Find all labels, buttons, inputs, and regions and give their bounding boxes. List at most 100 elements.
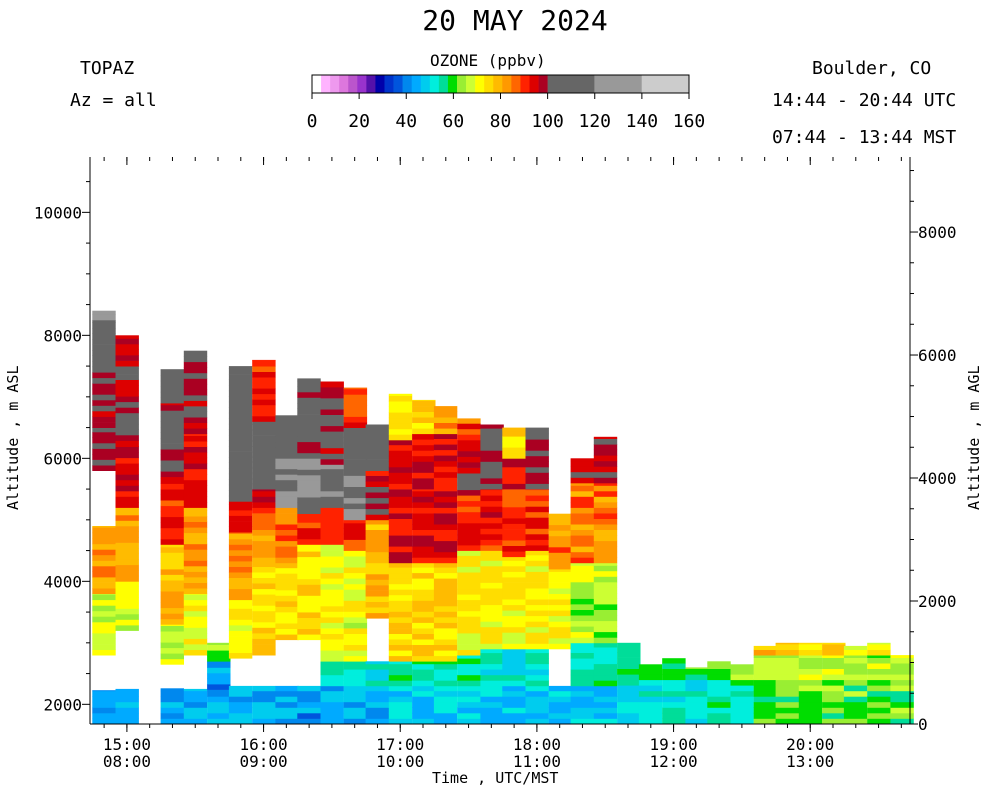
ozone-cell [365,718,389,725]
colorbar-swatch [484,75,494,93]
ozone-cell [275,685,299,692]
ozone-cell [685,674,709,681]
ozone-cell [502,452,526,459]
ozone-cell [593,485,618,492]
ozone-cell [228,490,253,497]
ozone-cell [775,712,799,719]
ozone-cell [92,320,116,323]
ozone-cell [228,599,253,604]
ozone-cell [228,479,253,486]
ozone-cell [160,718,184,725]
ozone-cell [92,355,116,362]
ozone-cell [252,599,276,606]
ozone-cell [502,518,526,524]
ozone-cell [365,431,389,438]
ozone-cell [320,578,344,585]
ozone-cell [160,478,184,484]
ozone-cell [343,431,368,438]
ozone-cell [433,406,458,412]
ozone-cell [160,438,184,444]
ozone-cell [343,685,368,692]
ozone-cell [388,617,413,623]
ozone-cell [433,674,458,681]
ozone-cell [753,663,778,669]
ozone-cell [388,557,413,564]
ozone-cell [183,463,208,470]
ozone-cell [183,507,208,511]
ozone-cell [775,642,799,645]
ozone-cell [617,674,641,681]
ozone-cell [343,578,368,585]
ozone-cell [570,669,594,676]
ozone-cell [275,430,299,437]
ozone-cell [502,610,526,617]
ozone-cell [343,696,368,703]
ozone-cell [457,545,481,551]
ozone-cell [92,372,116,379]
ozone-cell [502,523,526,530]
y-left-tick-label: 8000 [43,326,82,345]
ozone-cell [160,618,184,625]
ozone-cell [412,417,436,423]
ozone-cell [183,543,208,550]
ozone-cell [433,557,458,564]
ozone-cell [412,524,436,530]
ozone-cell [593,581,618,588]
ozone-cell [570,712,594,719]
ozone-cell [388,701,413,708]
ozone-cell [480,506,504,513]
ozone-cell [297,380,321,387]
ozone-cell [525,571,549,578]
ozone-cell [388,540,413,547]
ozone-cell [228,368,253,375]
ozone-cell [525,674,549,681]
ozone-cell [662,674,686,681]
ozone-cell [617,707,641,714]
ozone-cell [433,572,458,579]
ozone-cell [662,701,686,708]
x-tick-label-mst: 12:00 [649,752,697,771]
ozone-cell [843,645,868,650]
ozone-cell [388,583,413,590]
ozone-cell [412,557,436,564]
ozone-cell [525,472,549,479]
ozone-cell [388,393,413,396]
ozone-cell [525,444,549,451]
ozone-cell [890,655,914,658]
ozone-cell [433,428,458,435]
ozone-cell [115,507,139,510]
ozone-cell [297,690,321,697]
ozone-cell [388,639,413,645]
ozone-cell [433,685,458,692]
colorbar-ticks: 0 20 40 60 80 100 120 140 160 [307,93,705,132]
ozone-cell [412,661,436,665]
ozone-cell [228,707,253,714]
ozone-cell [92,399,116,406]
ozone-cell [638,707,663,714]
ozone-cell [160,391,184,398]
ozone-cell [228,379,253,386]
ozone-cell [297,516,321,523]
ozone-cell [843,685,868,692]
x-tick-label-mst: 09:00 [239,752,287,771]
ozone-cell [207,678,231,685]
ozone-cell [412,583,436,590]
ozone-cell [822,663,846,669]
ozone-cell [775,655,799,658]
ozone-cell [252,605,276,612]
ozone-cell [252,430,276,436]
colorbar-swatch [312,75,322,93]
ozone-cell [525,649,549,654]
ozone-cell [525,685,549,692]
ozone-cell [252,415,276,422]
ozone-cell [412,507,436,514]
ozone-cell [228,583,253,590]
ozone-cell [593,466,618,473]
colorbar-swatch [420,75,431,93]
ozone-cell [183,605,208,612]
ozone-cell [525,489,549,496]
colorbar-swatches [312,75,689,93]
ozone-cell [480,545,504,551]
ozone-cell [548,563,573,570]
ozone-cell [867,655,891,658]
